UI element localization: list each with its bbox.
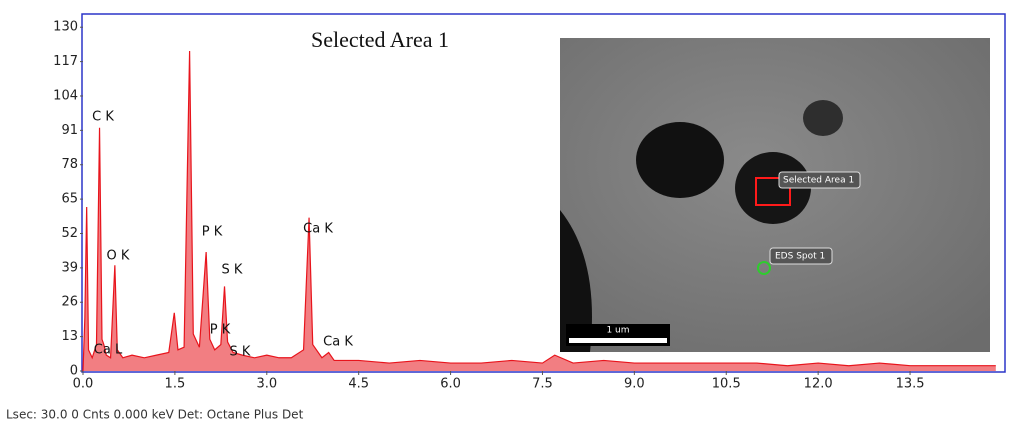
spectrum-fill — [83, 51, 996, 372]
peak-label: Ca L — [94, 343, 123, 358]
area-label: Selected Area 1 — [783, 176, 854, 186]
y-tick-label: 26 — [61, 295, 78, 310]
x-tick-label: 4.5 — [348, 377, 369, 392]
y-tick-label: 91 — [61, 123, 78, 138]
x-tick-label: 0.0 — [73, 377, 94, 392]
x-tick-label: 13.5 — [896, 377, 925, 392]
x-tick-label: 3.0 — [256, 377, 277, 392]
y-tick-label: 39 — [61, 260, 78, 275]
x-tick-label: 6.0 — [440, 377, 461, 392]
peak-label: Ca K — [303, 222, 333, 237]
peak-label: C K — [92, 110, 114, 125]
y-tick-label: 52 — [61, 226, 78, 241]
y-tick-label: 104 — [53, 88, 78, 103]
scale-label: 1 um — [606, 326, 629, 336]
y-tick-label: 65 — [61, 192, 78, 207]
x-tick-label: 1.5 — [165, 377, 186, 392]
x-tick-label: 7.5 — [532, 377, 553, 392]
peak-label: S K — [230, 345, 251, 360]
peak-label: O K — [107, 249, 130, 264]
y-tick-label: 78 — [61, 157, 78, 172]
peak-label: P K — [202, 225, 223, 240]
selected-area-box — [755, 177, 791, 206]
peak-label: Ca K — [323, 335, 353, 350]
dark-particle — [803, 100, 843, 136]
dark-particle — [636, 122, 724, 198]
scale-bar — [569, 338, 667, 343]
peak-label: P K — [210, 323, 231, 338]
y-tick-label: 117 — [53, 54, 78, 69]
x-tick-label: 10.5 — [712, 377, 741, 392]
chart-title: Selected Area 1 — [311, 27, 449, 52]
peak-label: S K — [222, 263, 243, 278]
eds-spot — [757, 261, 771, 275]
label-box — [778, 171, 861, 189]
status-bar: Lsec: 30.0 0 Cnts 0.000 keV Det: Octane … — [6, 408, 304, 422]
spectrum — [82, 51, 996, 372]
sem-image: Selected Area 1 EDS Spot 1 1 um — [560, 38, 990, 352]
spot-label: EDS Spot 1 — [775, 252, 825, 262]
y-tick-label: 13 — [61, 329, 78, 344]
dark-region — [560, 210, 592, 352]
plot-area: 0 13 26 39 52 65 78 91 104 117 130 0.0 1.5 3.0 4.5 6.0 7… — [53, 20, 996, 392]
y-tick-label: 0 — [70, 364, 78, 379]
label-box — [769, 247, 833, 265]
x-tick-label: 9.0 — [624, 377, 645, 392]
y-tick-label: 130 — [53, 20, 78, 35]
dark-particle — [735, 152, 811, 224]
x-tick-label: 12.0 — [804, 377, 833, 392]
